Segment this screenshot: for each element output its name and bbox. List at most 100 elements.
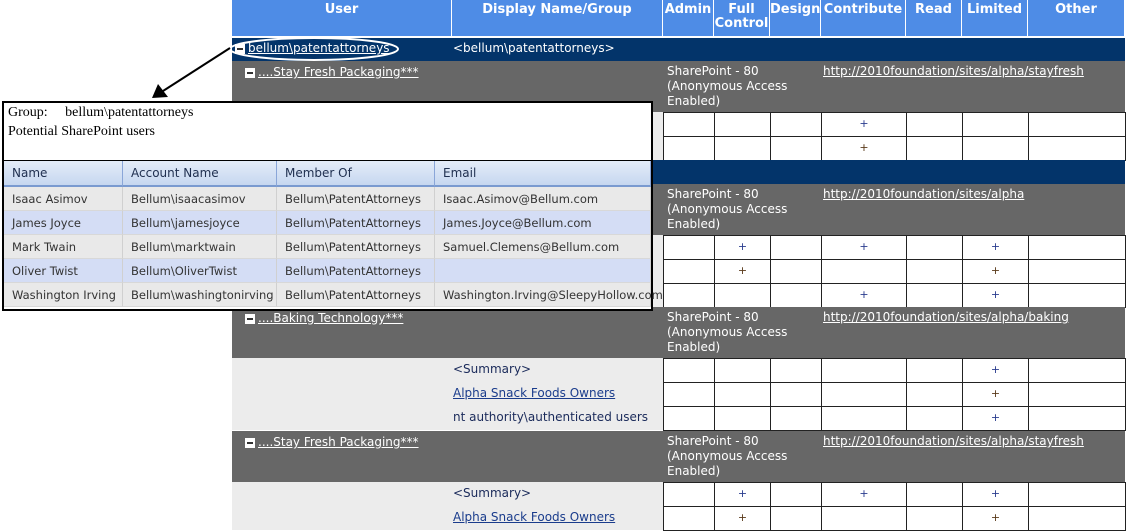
column-header-design[interactable]: Design bbox=[770, 0, 821, 36]
permission-cell bbox=[714, 136, 771, 161]
permission-row bbox=[232, 382, 663, 406]
popup-cell: Bellum\PatentAttorneys bbox=[277, 187, 435, 211]
column-header-read[interactable]: Read bbox=[906, 0, 962, 36]
permission-cell bbox=[663, 406, 715, 431]
column-header-user[interactable]: User bbox=[232, 0, 452, 36]
site-name-link[interactable]: ....Stay Fresh Packaging*** bbox=[245, 435, 419, 449]
popup-column-header: Account Name bbox=[123, 161, 277, 187]
site-name-link[interactable]: ....Stay Fresh Packaging*** bbox=[245, 65, 419, 79]
popup-cell: Bellum\OliverTwist bbox=[123, 259, 277, 283]
column-header-full-control[interactable]: Full Control bbox=[714, 0, 770, 36]
permission-cell bbox=[906, 382, 963, 407]
group-label: Group: bbox=[8, 105, 48, 120]
permission-cell bbox=[663, 136, 715, 161]
permission-cell bbox=[770, 112, 822, 137]
popup-cell: Bellum\PatentAttorneys bbox=[277, 283, 435, 307]
permission-cell: + bbox=[962, 235, 1029, 260]
permission-cell bbox=[906, 136, 963, 161]
permission-cell bbox=[906, 506, 963, 531]
group-link[interactable]: Alpha Snack Foods Owners bbox=[453, 510, 616, 524]
popup-cell: Bellum\PatentAttorneys bbox=[277, 235, 435, 259]
permission-cell: + bbox=[821, 283, 907, 308]
column-header-admin[interactable]: Admin bbox=[663, 0, 714, 36]
permission-cell bbox=[770, 235, 822, 260]
permission-cell: + bbox=[962, 358, 1029, 383]
permission-cell bbox=[1028, 259, 1126, 284]
group-user-link[interactable]: bellum\patentattorneys bbox=[235, 41, 390, 55]
site-server: SharePoint - 80 (Anonymous Access Enable… bbox=[667, 310, 788, 354]
group-user[interactable]: bellum\patentattorneys bbox=[248, 41, 390, 55]
permission-cell bbox=[663, 283, 715, 308]
permission-cell bbox=[1028, 283, 1126, 308]
site-name[interactable]: ....Stay Fresh Packaging*** bbox=[258, 435, 419, 449]
permission-cell bbox=[770, 382, 822, 407]
permission-cell bbox=[962, 136, 1029, 161]
permission-cell bbox=[714, 112, 771, 137]
permission-cell: + bbox=[714, 506, 771, 531]
site-server: SharePoint - 80 (Anonymous Access Enable… bbox=[667, 187, 788, 231]
permission-cell bbox=[770, 283, 822, 308]
permission-cell bbox=[663, 482, 715, 507]
permission-row bbox=[232, 482, 663, 506]
site-name[interactable]: ....Baking Technology*** bbox=[258, 311, 404, 325]
popup-cell: Bellum\isaacasimov bbox=[123, 187, 277, 211]
permission-cell: + bbox=[714, 235, 771, 260]
permission-cell bbox=[906, 283, 963, 308]
permission-cell: + bbox=[821, 235, 907, 260]
user-popup: Group: bellum\patentattorneys Potential … bbox=[2, 101, 663, 311]
column-header-display-name-group[interactable]: Display Name/Group bbox=[452, 0, 663, 36]
popup-cell: Washington Irving bbox=[4, 283, 123, 307]
popup-cell: Mark Twain bbox=[4, 235, 123, 259]
popup-column-header: Name bbox=[4, 161, 123, 187]
column-header-limited[interactable]: Limited bbox=[962, 0, 1028, 36]
collapse-icon[interactable] bbox=[245, 67, 255, 78]
collapse-icon[interactable] bbox=[245, 437, 255, 448]
permission-cell bbox=[906, 482, 963, 507]
site-server: SharePoint - 80 (Anonymous Access Enable… bbox=[667, 64, 788, 108]
arrow-head-icon bbox=[152, 84, 168, 98]
site-row bbox=[232, 307, 1125, 358]
popup-cell: Isaac.Asimov@Bellum.com bbox=[435, 187, 651, 211]
permission-cell: + bbox=[962, 482, 1029, 507]
permission-cell: + bbox=[962, 259, 1029, 284]
popup-cell bbox=[435, 259, 651, 283]
group-value: bellum\patentattorneys bbox=[65, 105, 194, 120]
site-name[interactable]: ....Stay Fresh Packaging*** bbox=[258, 65, 419, 79]
group-link[interactable]: Alpha Snack Foods Owners bbox=[453, 386, 616, 400]
collapse-icon[interactable] bbox=[235, 43, 245, 54]
popup-cell: Isaac Asimov bbox=[4, 187, 123, 211]
permission-cell bbox=[906, 358, 963, 383]
row-label: nt authority\authenticated users bbox=[453, 410, 649, 424]
arrow-line bbox=[162, 47, 231, 92]
permission-cell: + bbox=[962, 406, 1029, 431]
permission-cell bbox=[1028, 136, 1126, 161]
permission-cell bbox=[1028, 358, 1126, 383]
permission-cell bbox=[714, 382, 771, 407]
permission-cell bbox=[663, 259, 715, 284]
popup-group-line: Group: bellum\patentattorneys bbox=[8, 105, 193, 121]
permission-cell bbox=[1028, 112, 1126, 137]
popup-column-header: Email bbox=[435, 161, 651, 187]
permission-cell: + bbox=[962, 382, 1029, 407]
site-name-link[interactable]: ....Baking Technology*** bbox=[245, 311, 403, 325]
popup-cell: Bellum\marktwain bbox=[123, 235, 277, 259]
permission-cell bbox=[1028, 406, 1126, 431]
collapse-icon[interactable] bbox=[245, 313, 255, 324]
site-row bbox=[232, 431, 1125, 482]
site-url-link[interactable]: http://2010foundation/sites/alpha/stayfr… bbox=[823, 434, 1084, 448]
permission-cell bbox=[1028, 235, 1126, 260]
permission-cell: + bbox=[714, 482, 771, 507]
permission-cell bbox=[906, 112, 963, 137]
row-label: <Summary> bbox=[453, 486, 532, 500]
permission-cell bbox=[821, 259, 907, 284]
column-header-other[interactable]: Other bbox=[1028, 0, 1125, 36]
permission-cell bbox=[770, 482, 822, 507]
permission-cell bbox=[714, 358, 771, 383]
permission-cell bbox=[1028, 482, 1126, 507]
popup-subtitle: Potential SharePoint users bbox=[8, 124, 155, 139]
site-url-link[interactable]: http://2010foundation/sites/alpha/baking bbox=[823, 310, 1069, 324]
site-url-link[interactable]: http://2010foundation/sites/alpha bbox=[823, 187, 1025, 201]
row-label: <Summary> bbox=[453, 362, 532, 376]
site-url-link[interactable]: http://2010foundation/sites/alpha/stayfr… bbox=[823, 64, 1084, 78]
column-header-contribute[interactable]: Contribute bbox=[821, 0, 906, 36]
